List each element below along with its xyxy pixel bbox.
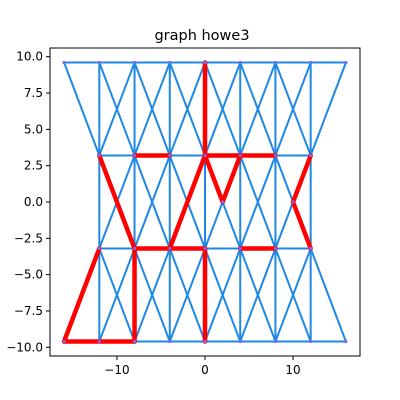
graph-node bbox=[273, 339, 278, 344]
graph-edge bbox=[168, 61, 206, 157]
graph-edge bbox=[133, 61, 171, 157]
graph-node bbox=[273, 246, 278, 251]
y-tick-label: −5.0 bbox=[14, 268, 43, 282]
graph-node bbox=[238, 339, 242, 344]
graph-node bbox=[309, 153, 313, 158]
graph-edge bbox=[309, 247, 347, 343]
highlighted-edge bbox=[290, 199, 313, 251]
graph-node bbox=[273, 60, 278, 65]
highlighted-edge bbox=[220, 153, 243, 205]
graph-node bbox=[203, 153, 207, 158]
graph-node bbox=[132, 60, 137, 65]
graph-node bbox=[97, 246, 101, 251]
graph-node bbox=[238, 153, 242, 158]
graph-node bbox=[168, 60, 172, 65]
graph-node bbox=[344, 60, 348, 65]
nodes-layer bbox=[62, 60, 348, 344]
y-tick-label: −2.5 bbox=[14, 231, 43, 245]
graph-edge bbox=[239, 154, 277, 250]
graph-node bbox=[97, 60, 101, 65]
graph-edge bbox=[168, 247, 206, 343]
graph-node bbox=[203, 246, 207, 251]
graph-edge bbox=[98, 61, 136, 157]
graph-node bbox=[97, 339, 101, 344]
graph-node bbox=[309, 339, 313, 344]
highlighted-path-layer bbox=[61, 60, 313, 344]
x-tick-label: 10 bbox=[285, 363, 300, 377]
graph-edge bbox=[274, 61, 312, 157]
graph-edge bbox=[204, 61, 242, 157]
highlighted-edge bbox=[290, 153, 313, 205]
graph-node bbox=[62, 339, 66, 344]
graph-node bbox=[132, 246, 137, 251]
graph-node bbox=[273, 153, 278, 158]
y-tick-label: −7.5 bbox=[14, 304, 43, 318]
graph-edge bbox=[239, 61, 277, 157]
graph-node bbox=[168, 246, 172, 251]
graph-node bbox=[132, 339, 137, 344]
y-tick-label: 0.0 bbox=[24, 195, 43, 209]
y-tick-label: 10.0 bbox=[16, 50, 43, 64]
graph-node bbox=[309, 246, 313, 251]
y-axis: 10.0 7.5 5.0 2.5 0.0 −2.5 −5.0 −7.5 −10.0 bbox=[6, 50, 50, 354]
graph-node bbox=[132, 153, 137, 158]
graph-node bbox=[97, 153, 101, 158]
highlighted-edge bbox=[61, 246, 102, 344]
highlighted-edge bbox=[97, 153, 137, 251]
graph-node bbox=[309, 60, 313, 65]
chart-title: graph howe3 bbox=[154, 28, 249, 44]
x-tick-label: −10 bbox=[104, 363, 129, 377]
graph-edge bbox=[63, 61, 101, 157]
y-tick-label: 5.0 bbox=[24, 122, 43, 136]
graph-node bbox=[291, 200, 295, 204]
x-tick-label: 0 bbox=[201, 363, 209, 377]
graph-node bbox=[344, 339, 348, 344]
y-tick-label: 7.5 bbox=[24, 86, 43, 100]
graph-node bbox=[168, 153, 172, 158]
graph-node bbox=[62, 60, 66, 65]
graph-edge bbox=[133, 247, 171, 343]
graph-node bbox=[221, 200, 225, 204]
graph-edge bbox=[98, 247, 136, 343]
graph-edge bbox=[239, 247, 277, 343]
highlighted-edge bbox=[167, 153, 208, 251]
edges-layer bbox=[63, 61, 347, 343]
graph-node bbox=[238, 246, 242, 251]
graph-node bbox=[203, 339, 207, 344]
graph-node bbox=[168, 339, 172, 344]
graph-edge bbox=[204, 247, 242, 343]
graph-edge bbox=[133, 154, 171, 250]
y-tick-label: 2.5 bbox=[24, 159, 43, 173]
graph-node bbox=[238, 60, 242, 65]
graph-edge bbox=[309, 61, 347, 157]
y-tick-label: −10.0 bbox=[6, 340, 43, 354]
highlighted-edge bbox=[202, 153, 225, 205]
x-axis: −10 0 10 bbox=[104, 356, 301, 377]
graph-edge bbox=[274, 247, 312, 343]
graph-node bbox=[203, 60, 207, 65]
